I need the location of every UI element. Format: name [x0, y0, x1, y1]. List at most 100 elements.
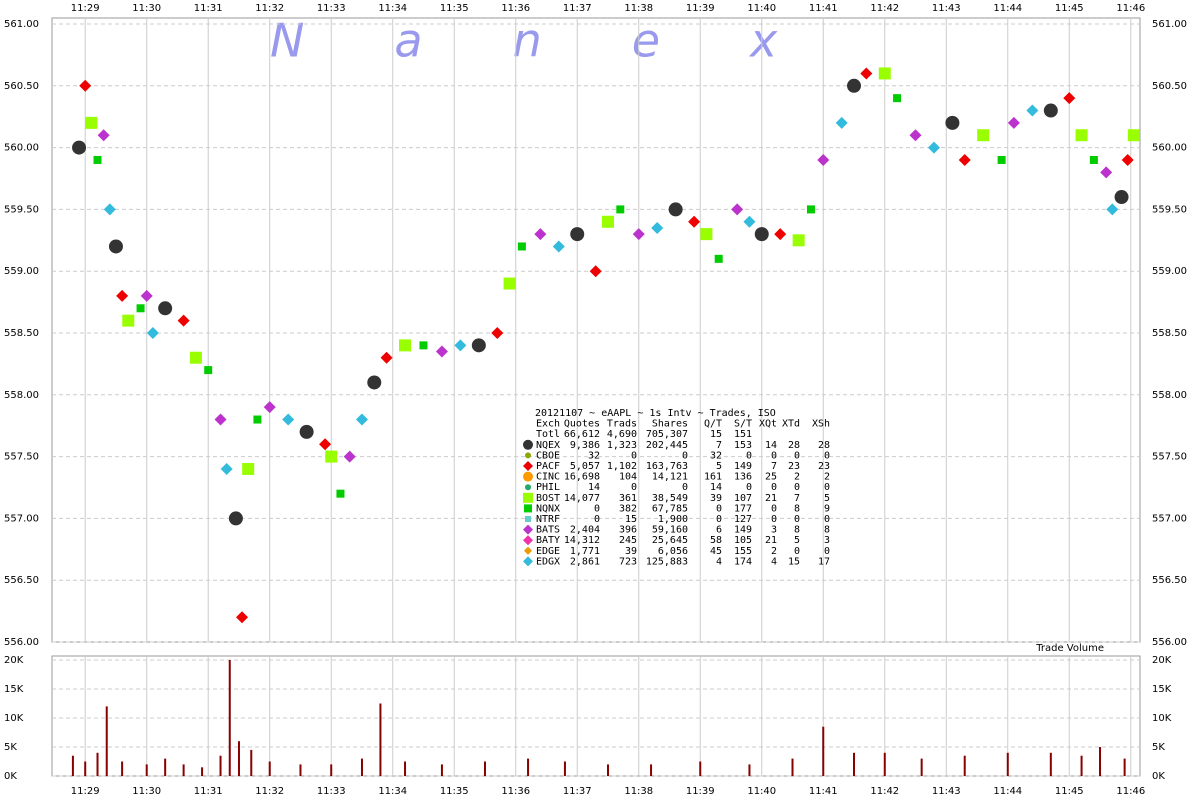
- x-tick-label: 11:35: [440, 786, 469, 797]
- marker: [958, 153, 971, 166]
- x-tick-label: 11:30: [132, 786, 161, 797]
- table-cell: 6,056: [658, 546, 688, 557]
- table-cell: 15: [788, 556, 800, 567]
- x-tick-label: 11:43: [932, 3, 961, 14]
- marker: [399, 339, 412, 352]
- table-cell: 0: [771, 514, 777, 525]
- table-cell: 45: [710, 546, 722, 557]
- volume-bar: [404, 761, 407, 776]
- x-tick-label: 11:42: [870, 786, 899, 797]
- volume-bar: [105, 706, 108, 776]
- table-cell: 0: [682, 450, 688, 461]
- marker: [158, 301, 173, 316]
- x-tick-label: 11:39: [686, 3, 715, 14]
- table-cell: 105: [734, 535, 752, 546]
- marker: [503, 277, 516, 290]
- y-tick-label: 561.00: [1152, 19, 1187, 30]
- table-cell: 5: [716, 461, 722, 472]
- marker: [204, 366, 213, 375]
- marker: [103, 203, 116, 216]
- table-cell: 163,763: [646, 461, 688, 472]
- table-cell: 2: [771, 546, 777, 557]
- table-cell: 0: [594, 503, 600, 514]
- table-name: Totl: [536, 429, 560, 440]
- table-cell: 705,307: [646, 429, 688, 440]
- table-header: Exch: [536, 419, 560, 430]
- table-name: PACF: [536, 461, 560, 472]
- marker: [299, 424, 314, 439]
- marker: [380, 351, 393, 364]
- marker: [79, 79, 92, 92]
- volume-bar: [96, 752, 99, 776]
- table-cell: 245: [619, 535, 637, 546]
- x-tick-label: 11:38: [624, 786, 653, 797]
- x-tick-label: 11:40: [747, 786, 776, 797]
- x-tick-label: 11:45: [1055, 3, 1084, 14]
- marker: [806, 205, 815, 214]
- marker: [552, 240, 565, 253]
- table-cell: 17: [818, 556, 830, 567]
- marker: [319, 438, 332, 451]
- table-cell: 177: [734, 503, 752, 514]
- marker: [847, 78, 862, 93]
- x-tick-label: 11:34: [378, 3, 407, 14]
- marker: [220, 462, 233, 475]
- table-cell: 0: [594, 514, 600, 525]
- marker: [97, 129, 110, 142]
- table-cell: 2,404: [570, 525, 600, 536]
- y-tick-label: 5K: [4, 742, 17, 753]
- y-tick-label: 557.50: [4, 452, 39, 463]
- y-tick-label: 0K: [1152, 771, 1165, 782]
- volume-bar: [250, 749, 253, 776]
- y-tick-label: 559.00: [4, 266, 39, 277]
- marker: [570, 227, 585, 242]
- volume-bar: [330, 764, 333, 776]
- x-tick-label: 11:29: [71, 786, 100, 797]
- volume-bar: [963, 755, 966, 776]
- table-cell: 14: [588, 482, 600, 493]
- table-cell: 9,386: [570, 440, 600, 451]
- table-cell: 4: [716, 556, 722, 567]
- table-cell: 8: [794, 525, 800, 536]
- x-tick-label: 11:33: [317, 3, 346, 14]
- table-cell: 21: [765, 493, 777, 504]
- volume-bar: [563, 761, 566, 776]
- y-tick-label: 561.00: [4, 19, 39, 30]
- table-name: NQEX: [536, 440, 560, 451]
- y-tick-label: 558.00: [1152, 390, 1187, 401]
- table-name: PHIL: [536, 482, 560, 493]
- table-cell: 15: [625, 514, 637, 525]
- y-tick-label: 558.50: [1152, 328, 1187, 339]
- table-cell: 15: [710, 429, 722, 440]
- marker: [589, 265, 602, 278]
- table-cell: 0: [746, 482, 752, 493]
- marker: [367, 375, 382, 390]
- table-cell: 0: [716, 503, 722, 514]
- marker: [242, 462, 255, 475]
- y-tick-label: 559.50: [1152, 204, 1187, 215]
- marker: [343, 450, 356, 463]
- marker: [517, 242, 526, 251]
- x-tick-label: 11:36: [501, 786, 530, 797]
- y-tick-label: 10K: [1152, 713, 1172, 724]
- table-title: 20121107 ~ eAAPL ~ 1s Intv ~ Trades, ISO: [535, 408, 776, 419]
- table-cell: 104: [619, 472, 637, 483]
- marker: [140, 289, 153, 302]
- marker: [214, 413, 227, 426]
- legend-marker: [523, 524, 533, 535]
- marker: [601, 215, 614, 228]
- volume-bar: [920, 758, 923, 776]
- watermark: Nanex: [270, 14, 867, 68]
- volume-bar: [360, 758, 363, 776]
- table-cell: 0: [794, 514, 800, 525]
- marker: [700, 228, 713, 241]
- legend-marker: [525, 452, 531, 459]
- volume-bar: [853, 752, 856, 776]
- legend-marker: [524, 546, 532, 555]
- table-cell: 3: [824, 535, 830, 546]
- volume-bar: [268, 761, 271, 776]
- legend-marker: [524, 504, 532, 513]
- marker: [945, 115, 960, 130]
- table-cell: 8: [794, 503, 800, 514]
- volume-bar: [164, 758, 167, 776]
